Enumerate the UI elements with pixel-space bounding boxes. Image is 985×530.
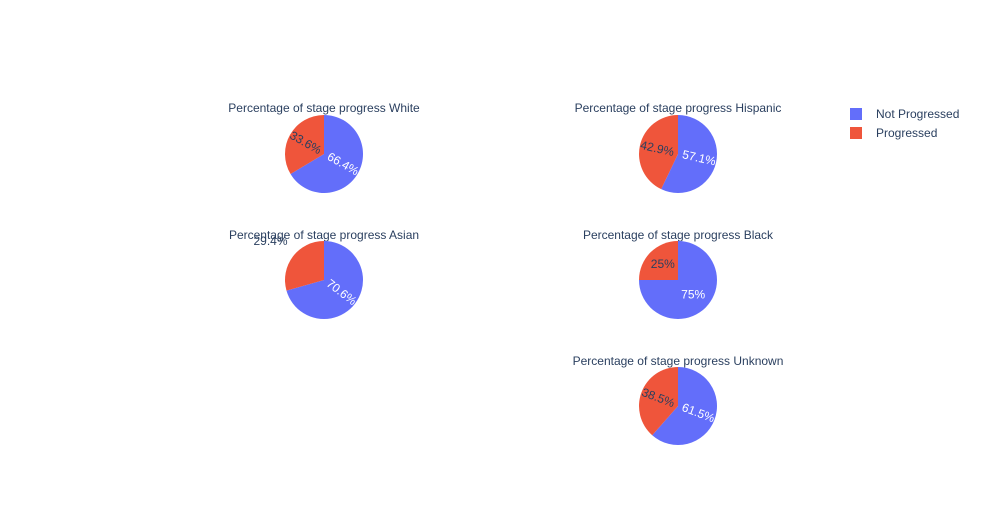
slice-not-progressed[interactable] xyxy=(290,115,364,194)
pie-title: Percentage of stage progress Unknown xyxy=(573,354,784,368)
pie-chart: Percentage of stage progress Black 75% 25% xyxy=(583,228,774,319)
pie-grid: Percentage of stage progress White66.4%3… xyxy=(228,101,783,445)
legend[interactable]: Not Progressed Progressed xyxy=(850,107,959,140)
pie-title: Percentage of stage progress Black xyxy=(583,228,774,242)
slice-progressed[interactable] xyxy=(639,115,678,190)
slice-label: 25% xyxy=(651,257,675,271)
pie-title: Percentage of stage progress White xyxy=(228,101,420,115)
slice-progressed[interactable] xyxy=(285,115,324,175)
pie-chart: Percentage of stage progress Hispanic57.… xyxy=(575,101,782,193)
slice-progressed[interactable] xyxy=(284,241,324,291)
pie-chart: Percentage of stage progress Asian70.6%2… xyxy=(229,228,419,319)
pie-chart: Percentage of stage progress White66.4%3… xyxy=(228,101,420,194)
legend-label: Progressed xyxy=(876,126,937,140)
slice-progressed[interactable] xyxy=(639,367,678,436)
slice-label: 75% xyxy=(681,287,705,301)
legend-label: Not Progressed xyxy=(876,107,959,121)
pie-title: Percentage of stage progress Asian xyxy=(229,228,419,242)
pie-chart: Percentage of stage progress Unknown61.5… xyxy=(573,354,784,445)
slice-not-progressed[interactable] xyxy=(286,241,363,319)
pie-title: Percentage of stage progress Hispanic xyxy=(575,101,782,115)
slice-not-progressed[interactable] xyxy=(652,367,718,445)
legend-item[interactable]: Progressed xyxy=(850,126,937,140)
slice-not-progressed[interactable] xyxy=(661,114,718,193)
slice-label: 29.4% xyxy=(253,234,287,248)
legend-swatch xyxy=(850,127,862,139)
slice-progressed[interactable] xyxy=(639,241,678,280)
legend-swatch xyxy=(850,108,862,120)
legend-item[interactable]: Not Progressed xyxy=(850,107,959,121)
